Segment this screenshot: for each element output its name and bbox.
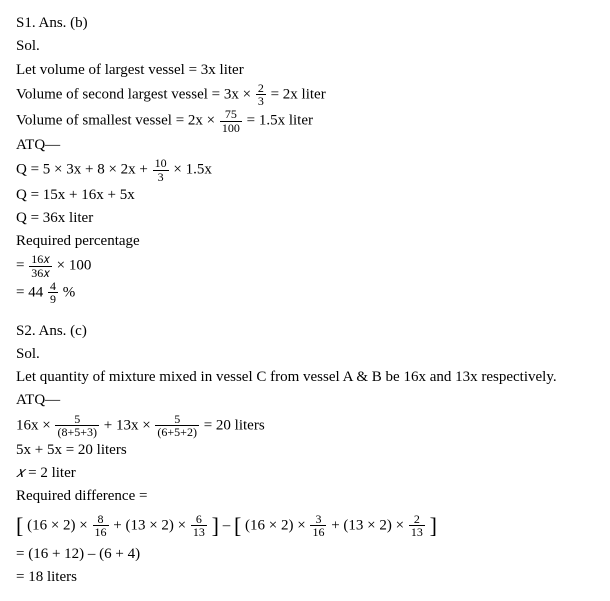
s2-t1a: (16 × 2) × [27, 517, 88, 533]
s2-ft1a-den: 16 [93, 526, 109, 539]
s2-f2b-den: (6+5+2) [155, 426, 199, 439]
s1-l2b: = 2x liter [271, 86, 326, 102]
s1-l1: Let volume of largest vessel = 3x liter [16, 59, 594, 82]
s1-l6: Q = 36x liter [16, 207, 594, 230]
s1-l3b: = 1.5x liter [247, 112, 313, 128]
s2-ft1a-num: 8 [93, 513, 109, 527]
s1-l2a: Volume of second largest vessel = 3x × [16, 86, 251, 102]
s1-l9a: = 44 [16, 284, 43, 300]
s1-f2-den: 3 [256, 95, 266, 108]
s1-f4-den: 3 [153, 171, 169, 184]
s2-br3: [ [234, 513, 241, 538]
s2-l4b: = 2 liter [24, 465, 75, 481]
s2-t2a: (16 × 2) × [245, 517, 306, 533]
s1-f2: 23 [256, 82, 266, 108]
s2-l7: = (16 + 12) – (6 + 4) [16, 543, 594, 566]
s1-l8a: = [16, 258, 24, 274]
s1-l2: Volume of second largest vessel = 3x × 2… [16, 82, 594, 108]
s2-ft2b-den: 13 [409, 526, 425, 539]
s2-t2b: + (13 × 2) × [331, 517, 404, 533]
s2-t1b: + (13 × 2) × [113, 517, 186, 533]
s2-ft2a-num: 3 [310, 513, 326, 527]
s1-f4-num: 10 [153, 157, 169, 171]
s1-f3-den: 100 [220, 122, 242, 135]
s1-l4a: Q = 5 × 3x + 8 × 2x + [16, 162, 148, 178]
s2-sol: Sol. [16, 343, 594, 366]
s2-l4: 𝑥 = 2 liter [16, 462, 594, 485]
s2-l2a: 16x × [16, 417, 51, 433]
s1-l7: Required percentage [16, 230, 594, 253]
s2-f2b: 5(6+5+2) [155, 413, 199, 439]
s2-br2: ] [212, 513, 219, 538]
s2-ft2b: 213 [409, 513, 425, 539]
s1-l9b: % [63, 284, 76, 300]
s2-sep: – [223, 517, 234, 533]
s2-ft1a: 816 [93, 513, 109, 539]
s2-l2b: + 13x × [104, 417, 151, 433]
s1-l8: = 16𝑥36𝑥 × 100 [16, 253, 594, 279]
s2-l2: 16x × 5(8+5+3) + 13x × 5(6+5+2) = 20 lit… [16, 413, 594, 439]
s2-l8: = 18 liters [16, 566, 594, 589]
s2-atq: ATQ— [16, 389, 594, 412]
s2-l2c: = 20 liters [204, 417, 265, 433]
section-gap [16, 306, 594, 320]
s2-l3: 5x + 5x = 20 liters [16, 439, 594, 462]
s1-l4: Q = 5 × 3x + 8 × 2x + 103 × 1.5x [16, 157, 594, 183]
s1-f8-den: 36𝑥 [29, 267, 52, 280]
s2-br4: ] [430, 513, 437, 538]
s2-br1: [ [16, 513, 23, 538]
s1-f9: 49 [48, 280, 58, 306]
s1-atq: ATQ— [16, 134, 594, 157]
s2-f2b-num: 5 [155, 413, 199, 427]
s2-l6: [ (16 × 2) × 816 + (13 × 2) × 613 ] – [ … [16, 509, 594, 543]
s2-f2a: 5(8+5+3) [55, 413, 99, 439]
s1-l5: Q = 15x + 16x + 5x [16, 184, 594, 207]
s2-l1: Let quantity of mixture mixed in vessel … [16, 366, 594, 389]
s2-header: S2. Ans. (c) [16, 320, 594, 343]
s1-f3-num: 75 [220, 108, 242, 122]
s2-ft1b-num: 6 [191, 513, 207, 527]
s1-l8b: × 100 [57, 258, 92, 274]
s1-f8-num: 16𝑥 [29, 253, 52, 267]
s2-f2a-num: 5 [55, 413, 99, 427]
s1-l9: = 44 49 % [16, 280, 594, 306]
s1-header: S1. Ans. (b) [16, 12, 594, 35]
s2-ft1b: 613 [191, 513, 207, 539]
s2-ft2a: 316 [310, 513, 326, 539]
s2-ft2a-den: 16 [310, 526, 326, 539]
s1-sol: Sol. [16, 35, 594, 58]
s1-l3a: Volume of smallest vessel = 2x × [16, 112, 215, 128]
s1-f3: 75100 [220, 108, 242, 134]
s1-f9-num: 4 [48, 280, 58, 294]
s1-f2-num: 2 [256, 82, 266, 96]
s2-l5: Required difference = [16, 485, 594, 508]
s1-f8: 16𝑥36𝑥 [29, 253, 52, 279]
s1-f9-den: 9 [48, 293, 58, 306]
s2-ft2b-num: 2 [409, 513, 425, 527]
s2-ft1b-den: 13 [191, 526, 207, 539]
s1-l3: Volume of smallest vessel = 2x × 75100 =… [16, 108, 594, 134]
s1-f4: 103 [153, 157, 169, 183]
s1-l4b: × 1.5x [173, 162, 211, 178]
s2-f2a-den: (8+5+3) [55, 426, 99, 439]
